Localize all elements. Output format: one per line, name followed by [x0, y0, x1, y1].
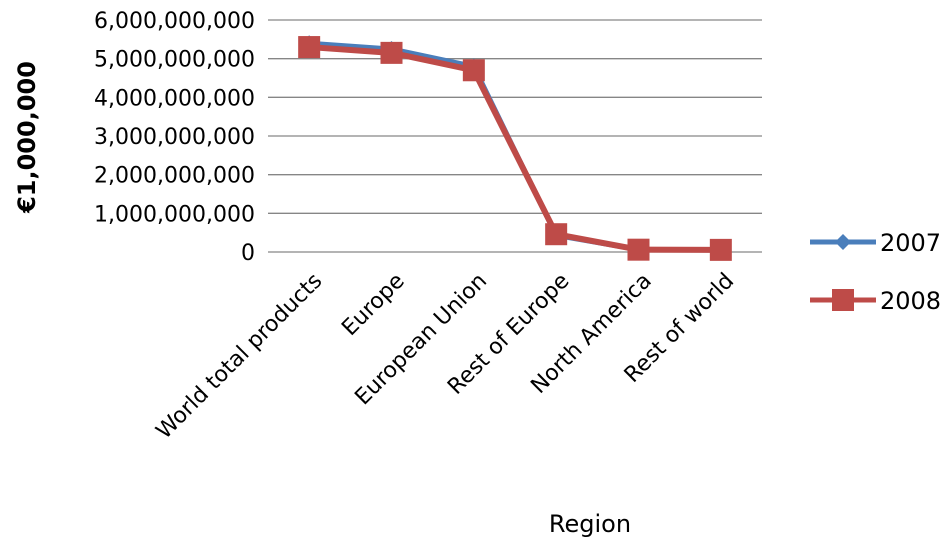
y-tick-label: 0: [241, 241, 255, 266]
x-axis-title: Region: [549, 510, 631, 538]
y-tick-label: 5,000,000,000: [94, 48, 255, 73]
legend-label: 2007: [880, 229, 941, 257]
y-tick-label: 6,000,000,000: [94, 9, 255, 34]
data-point: [298, 36, 321, 59]
data-point: [709, 238, 732, 261]
x-category-label: Europe: [337, 269, 409, 341]
x-category-label: World total products: [152, 269, 328, 445]
data-point: [627, 238, 650, 261]
y-tick-label: 4,000,000,000: [94, 86, 255, 111]
legend: 2007 2008: [810, 229, 941, 315]
series-line: [308, 44, 721, 253]
y-axis-title: €1,000,000: [13, 61, 41, 214]
data-point: [545, 223, 568, 246]
data-point: [462, 59, 485, 82]
y-axis-tick-labels: 0 1,000,000,000 2,000,000,000 3,000,000,000…: [94, 9, 255, 266]
series-2008: [298, 36, 732, 261]
legend-label: 2008: [880, 287, 941, 315]
y-tick-label: 1,000,000,000: [94, 202, 255, 227]
series-layer: [298, 35, 732, 261]
legend-marker: [832, 289, 854, 311]
gridlines: [268, 19, 762, 253]
legend-marker: [835, 234, 851, 250]
y-tick-label: 2,000,000,000: [94, 164, 255, 189]
y-tick-label: 3,000,000,000: [94, 125, 255, 150]
data-point: [380, 41, 403, 64]
